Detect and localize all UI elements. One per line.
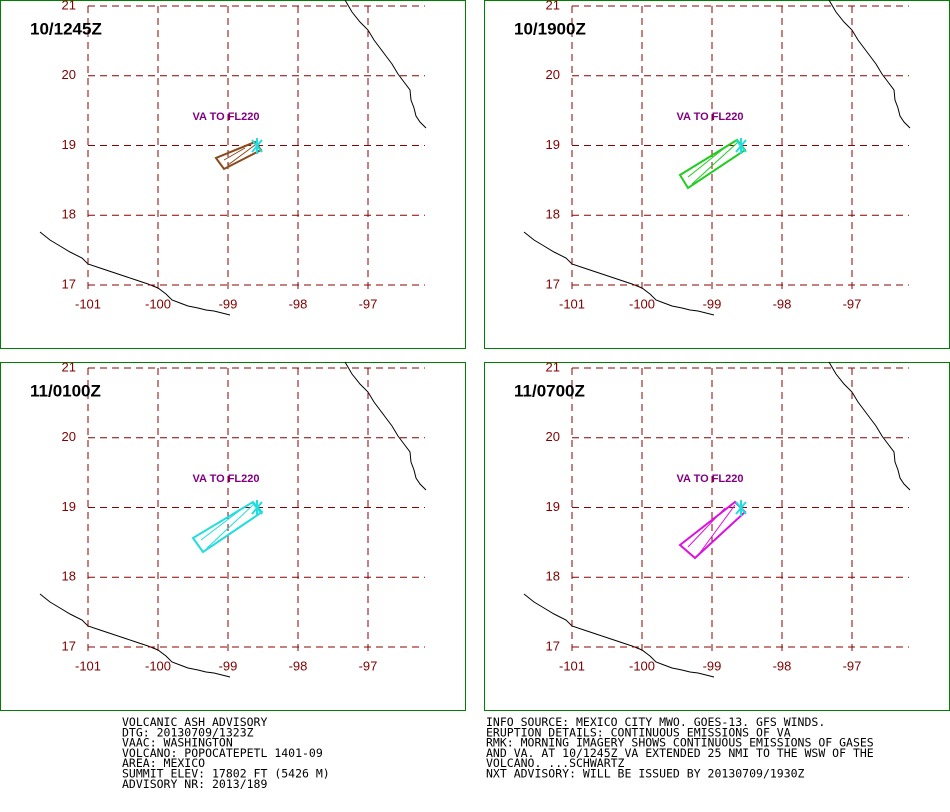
lon-label: -98	[773, 658, 792, 673]
lat-label: 19	[546, 137, 560, 152]
advisory-text: VOLCANO. ...SCHWARTZ	[486, 756, 625, 770]
advisory-text: SUMMIT ELEV: 17802 FT (5426 M)	[122, 767, 330, 781]
lat-label: 17	[62, 638, 76, 653]
coastline	[828, 361, 911, 491]
lon-label: -100	[629, 296, 655, 311]
lon-label: -98	[289, 296, 308, 311]
coastline	[344, 361, 427, 491]
lat-label: 19	[546, 499, 560, 514]
advisory-text: AREA: MEXICO	[122, 756, 205, 770]
va-label: VA TO FL220	[192, 473, 259, 485]
coastline	[39, 593, 231, 678]
advisory-text: ADVISORY NR: 2013/189	[122, 777, 267, 791]
lat-label: 19	[62, 137, 76, 152]
valid-time: 11/0100Z	[30, 381, 101, 400]
map-panel: 17 18 19 20 21 -101 -100 -99 -98 -97 11/0700Z VA TO…	[484, 359, 950, 711]
panel-border	[0, 362, 466, 711]
lat-label: 17	[546, 638, 560, 653]
lat-label: 19	[62, 499, 76, 514]
coastline	[344, 0, 427, 129]
lat-label: 18	[62, 569, 76, 584]
lat-label: 18	[62, 207, 76, 222]
lon-label: -97	[359, 658, 378, 673]
lat-label: 21	[62, 0, 76, 12]
lon-label: -100	[145, 658, 171, 673]
lat-label: 18	[546, 569, 560, 584]
coastline	[39, 231, 231, 316]
valid-time: 11/0700Z	[514, 381, 585, 400]
coastline	[523, 231, 715, 316]
lon-label: -101	[559, 296, 585, 311]
advisory-text: INFO SOURCE: MEXICO CITY MWO. GOES-13. G…	[486, 715, 825, 729]
advisory-text: AND VA. AT 10/1245Z VA EXTENDED 25 NMI T…	[486, 746, 874, 760]
ash-area	[191, 500, 264, 554]
lat-label: 17	[546, 276, 560, 291]
map-panel: 17 18 19 20 21 -101 -100 -99 -98 -97 10/1900Z VA TO…	[484, 0, 950, 349]
advisory-text: DTG: 20130709/1323Z	[122, 725, 254, 739]
lon-label: -100	[145, 296, 171, 311]
lon-label: -99	[703, 658, 722, 673]
ash-hatch	[698, 504, 736, 555]
lat-label: 18	[546, 207, 560, 222]
advisory-text: RMK: MORNING IMAGERY SHOWS CONTINUOUS EM…	[486, 736, 874, 750]
lon-label: -97	[843, 296, 862, 311]
advisory-text: VOLCANO: POPOCATEPETL 1401-09	[122, 746, 323, 760]
ash-hatch	[200, 507, 244, 541]
volcano-symbol	[735, 500, 747, 516]
ash-hatch	[223, 147, 246, 161]
lat-label: 20	[62, 429, 76, 444]
va-label: VA TO FL220	[192, 111, 259, 123]
volcano-symbol	[251, 138, 263, 154]
ash-hatch	[691, 142, 738, 185]
va-label: VA TO FL220	[676, 111, 743, 123]
map-panel: 17 18 19 20 21 -101 -100 -99 -98 -97 10/1245Z VA TO…	[0, 0, 466, 349]
lon-label: -97	[843, 658, 862, 673]
coastline	[523, 593, 715, 678]
lon-label: -101	[75, 658, 101, 673]
valid-time: 10/1900Z	[514, 19, 586, 38]
lat-label: 20	[546, 429, 560, 444]
lon-label: -99	[219, 296, 238, 311]
ash-hatch	[687, 145, 728, 178]
panel-border	[0, 0, 466, 349]
ash-hatch	[206, 504, 254, 549]
advisory-text: ERUPTION DETAILS: CONTINUOUS EMISSIONS O…	[486, 725, 791, 739]
lat-label: 21	[546, 359, 560, 374]
volcano-symbol	[251, 500, 263, 516]
lon-label: -98	[289, 658, 308, 673]
lon-label: -99	[703, 296, 722, 311]
lon-label: -98	[773, 296, 792, 311]
ash-hatch	[227, 144, 256, 166]
lon-label: -99	[219, 658, 238, 673]
lat-label: 21	[546, 0, 560, 12]
lon-label: -101	[75, 296, 101, 311]
lat-label: 21	[62, 359, 76, 374]
lon-label: -97	[359, 296, 378, 311]
map-panel: 17 18 19 20 21 -101 -100 -99 -98 -97 11/0100Z VA TO…	[0, 359, 466, 711]
lat-label: 17	[62, 276, 76, 291]
advisory-text: NXT ADVISORY: WILL BE ISSUED BY 20130709…	[486, 767, 805, 781]
lat-label: 20	[62, 67, 76, 82]
advisory-text: VAAC: WASHINGTON	[122, 736, 233, 750]
va-label: VA TO FL220	[676, 473, 743, 485]
volcano-symbol	[735, 138, 747, 154]
coastline	[828, 0, 911, 129]
valid-time: 10/1245Z	[30, 19, 102, 38]
lon-label: -100	[629, 658, 655, 673]
ash-hatch	[687, 507, 726, 548]
lon-label: -101	[559, 658, 585, 673]
lat-label: 20	[546, 67, 560, 82]
advisory-text: VOLCANIC ASH ADVISORY	[122, 715, 267, 729]
